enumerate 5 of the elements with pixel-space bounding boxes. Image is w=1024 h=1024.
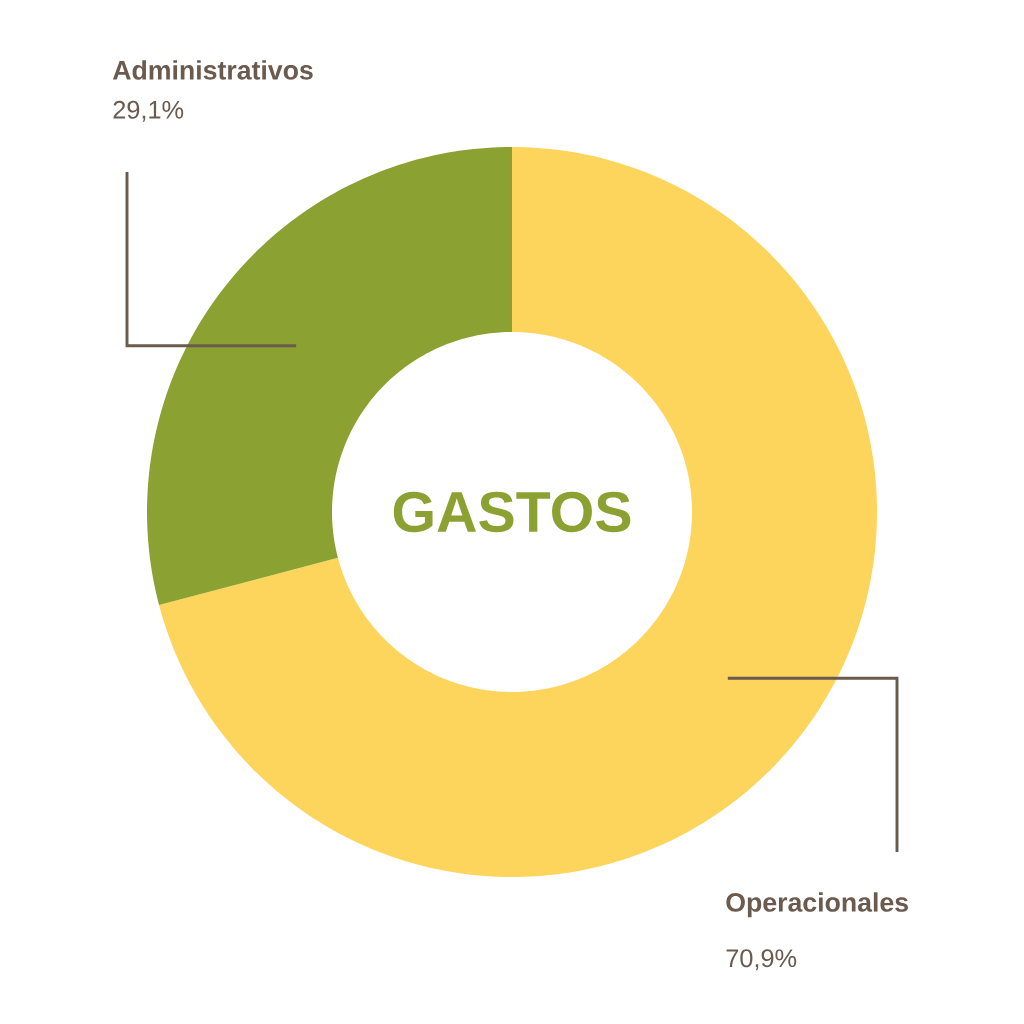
text: GASTOS <box>393 491 631 533</box>
slice-label: Administrativos <box>112 60 313 80</box>
slice-label: Operacionales <box>726 892 908 918</box>
data-label: 70,9% <box>726 949 797 971</box>
data-label: 29,1% <box>113 100 184 122</box>
